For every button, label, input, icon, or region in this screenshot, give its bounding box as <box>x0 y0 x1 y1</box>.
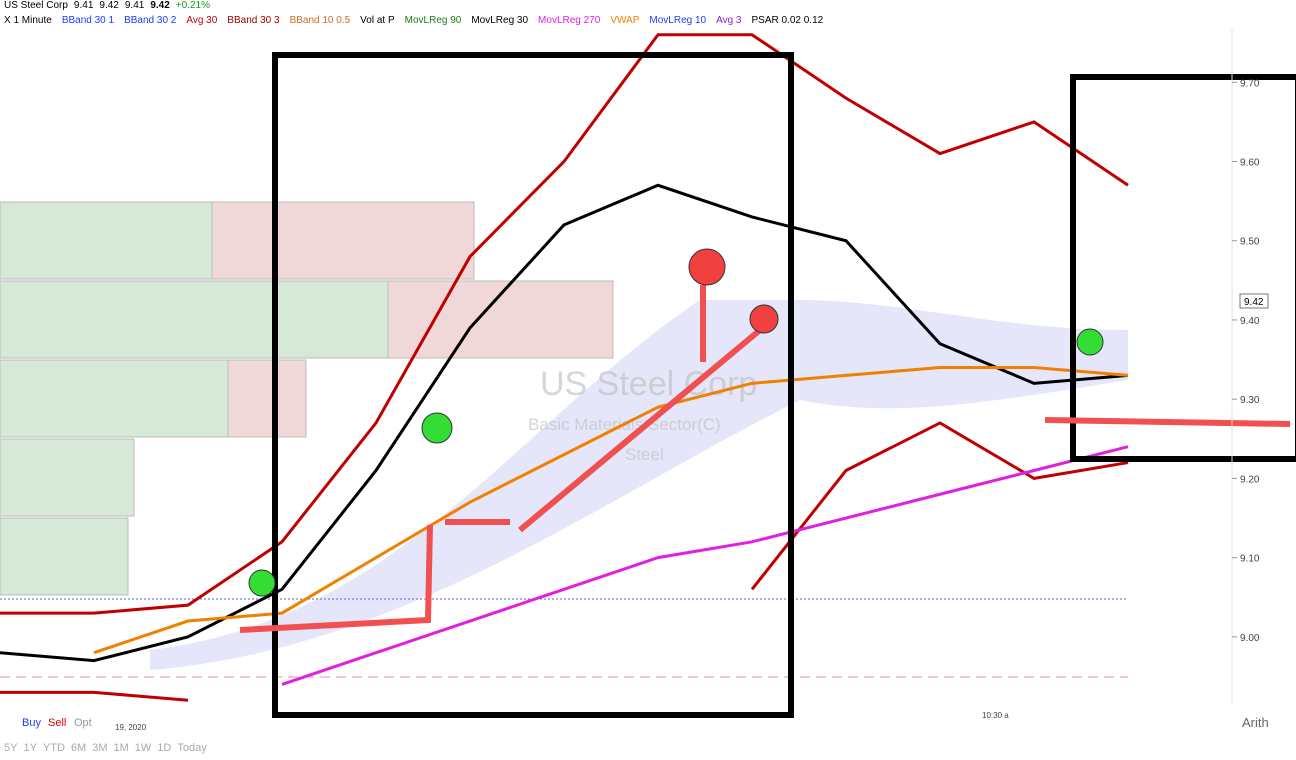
low: 9.41 <box>124 0 145 11</box>
range-bar: 5Y 1Y YTD 6M 3M 1M 1W 1D Today <box>4 742 207 754</box>
range-button[interactable]: 1Y <box>23 742 37 754</box>
indicator[interactable]: Avg 30 <box>186 15 218 26</box>
y-tick-label: 9.30 <box>1240 395 1260 406</box>
band-fill <box>150 300 1128 670</box>
y-tick-label: 9.50 <box>1240 237 1260 248</box>
y-tick-label: 9.60 <box>1240 158 1260 169</box>
x-label: 19, 2020 <box>115 723 147 732</box>
indicator[interactable]: Avg 3 <box>716 15 742 26</box>
scale-mode[interactable]: Arith <box>1242 715 1269 730</box>
indicator[interactable]: MovLReg 90 <box>404 15 462 26</box>
header: US Steel Corp 9.41 9.42 9.41 9.42 +0.21% <box>4 0 210 14</box>
open: 9.41 <box>73 0 94 11</box>
watermark: Steel <box>625 445 664 464</box>
toolbar: X 1 Minute BBand 30 1 BBand 30 2 Avg 30 BBan… <box>4 15 823 29</box>
y-tick-label: 9.00 <box>1240 633 1260 644</box>
opt-button[interactable]: Opt <box>74 717 92 729</box>
watermark: US Steel Corp <box>540 365 757 403</box>
range-button[interactable]: Today <box>177 742 207 754</box>
volume-at-price <box>0 201 614 596</box>
indicator[interactable]: VWAP <box>610 15 640 26</box>
range-button[interactable]: 6M <box>70 742 87 754</box>
indicator[interactable]: BBand 30 3 <box>227 15 280 26</box>
symbol: US Steel Corp <box>4 0 68 11</box>
indicator[interactable]: MovLReg 270 <box>538 15 601 26</box>
range-button[interactable]: YTD <box>42 742 65 754</box>
indicator[interactable]: MovLReg 30 <box>471 15 529 26</box>
series-line <box>0 421 1129 702</box>
price-tag <box>1239 293 1269 309</box>
price-tag-text: 9.42 <box>1244 297 1264 308</box>
series-line <box>0 33 1129 615</box>
range-button[interactable]: 3M <box>92 742 108 754</box>
y-tick-label: 9.40 <box>1240 316 1260 327</box>
high: 9.42 <box>99 0 119 11</box>
annotations <box>239 52 1296 718</box>
indicator[interactable]: Vol at P <box>360 15 395 26</box>
sell-button[interactable]: Sell <box>48 717 66 729</box>
series-line <box>281 445 1129 686</box>
range-button[interactable]: 1M <box>113 742 129 754</box>
y-tick-label: 9.10 <box>1240 554 1260 565</box>
chart: US Steel Corp Basic Materials Sector(C) … <box>0 30 1296 732</box>
series-group <box>0 33 1129 702</box>
y-tick-label: 9.20 <box>1240 474 1260 485</box>
indicator[interactable]: PSAR 0.02 0.12 <box>751 15 824 26</box>
series-line <box>0 183 1129 663</box>
indicator[interactable]: BBand 30 2 <box>124 15 177 26</box>
y-tick-label: 9.70 <box>1240 78 1260 89</box>
range-button[interactable]: 1D <box>157 742 172 754</box>
series-line <box>93 366 1129 655</box>
last: 9.42 <box>150 0 170 11</box>
change: +0.21% <box>175 0 210 11</box>
indicator[interactable]: BBand 30 1 <box>61 15 115 26</box>
range-button[interactable]: 1W <box>134 742 152 754</box>
range-button[interactable]: 5Y <box>4 742 18 754</box>
indicator[interactable]: BBand 10 0.5 <box>289 15 351 26</box>
indicator[interactable]: MovLReg 10 <box>649 15 707 26</box>
indicator[interactable]: X 1 Minute <box>4 15 52 26</box>
buy-button[interactable]: Buy <box>22 717 41 729</box>
x-label: 10:30 a <box>982 711 1009 720</box>
